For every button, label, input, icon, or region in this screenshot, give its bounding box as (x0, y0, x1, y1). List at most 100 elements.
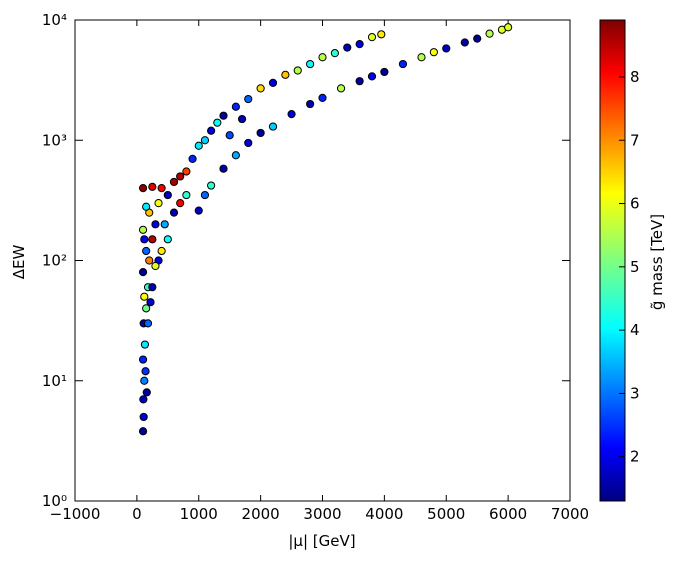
point (142, 304, 151, 313)
point (207, 181, 216, 190)
point (336, 84, 346, 93)
point (237, 114, 247, 124)
x-tick-label: 7000 (551, 505, 589, 523)
point (244, 94, 253, 104)
colorbar-tick-label: 8 (630, 68, 640, 86)
point (140, 292, 149, 301)
point (442, 44, 451, 53)
colorbar (599, 19, 626, 502)
point (367, 33, 377, 42)
point (398, 59, 408, 69)
point (160, 220, 169, 229)
y-tick-label: 10² (42, 252, 67, 270)
x-tick-label: 3000 (303, 505, 341, 523)
point (200, 190, 210, 200)
point (138, 268, 148, 277)
point (367, 72, 377, 81)
point (163, 190, 172, 200)
point (287, 109, 296, 119)
y-tick-label: 10¹ (42, 372, 67, 390)
point (145, 256, 154, 265)
point (355, 77, 364, 86)
point (142, 202, 151, 211)
point (219, 164, 228, 173)
colorbar-tick-label: 6 (630, 195, 640, 213)
y-axis-label: ΔEW (10, 245, 28, 280)
point (225, 131, 234, 140)
point (256, 128, 265, 138)
x-axis-label: |μ| [GeV] (288, 532, 355, 550)
point (163, 235, 172, 244)
x-tick-label: 0 (132, 505, 142, 523)
point (138, 225, 148, 234)
point (176, 199, 185, 208)
x-tick-label: −1000 (50, 505, 101, 523)
point (176, 172, 185, 181)
point (157, 184, 166, 193)
point (281, 70, 290, 79)
y-tick-label: 10³ (42, 131, 67, 149)
point (139, 412, 148, 422)
x-tick-label: 1000 (180, 505, 218, 523)
point (141, 367, 150, 376)
point (306, 99, 315, 109)
point (293, 66, 302, 75)
point (188, 154, 197, 163)
y-tick-label: 10⁰ (42, 492, 67, 510)
point (417, 53, 426, 62)
point (377, 30, 386, 39)
point (200, 136, 210, 145)
point (151, 220, 160, 229)
point (138, 427, 148, 436)
colorbar-tick-label: 2 (630, 448, 640, 466)
point (268, 122, 278, 131)
point (148, 235, 157, 244)
point (473, 34, 482, 43)
point (142, 388, 151, 397)
point (460, 38, 469, 47)
point (138, 355, 148, 364)
point (142, 246, 151, 256)
point (219, 111, 228, 120)
x-tick-label: 4000 (365, 505, 403, 523)
point (139, 395, 148, 404)
point (182, 167, 191, 176)
point (231, 102, 240, 111)
point (244, 138, 253, 148)
x-tick-label: 6000 (489, 505, 527, 523)
point (169, 208, 179, 217)
colorbar-tick-label: 3 (630, 384, 640, 402)
point (380, 67, 389, 77)
point (148, 283, 157, 292)
colorbar-tick-label: 4 (630, 321, 640, 339)
point (148, 182, 157, 191)
point (343, 43, 352, 52)
point (151, 261, 160, 271)
point (504, 23, 513, 32)
x-tick-label: 2000 (242, 505, 280, 523)
point (140, 376, 149, 385)
point (256, 84, 265, 93)
point (429, 48, 438, 57)
point (207, 126, 216, 135)
point (140, 340, 150, 349)
point (194, 141, 203, 150)
point (268, 78, 278, 87)
point (194, 206, 203, 215)
point (157, 246, 166, 256)
point (138, 184, 148, 193)
y-tick-label: 10⁴ (42, 11, 67, 29)
colorbar-tick-label: 5 (630, 258, 640, 276)
point (143, 319, 153, 328)
point (169, 177, 179, 187)
point (146, 298, 155, 307)
colorbar-tick-label: 7 (630, 131, 640, 149)
point (213, 118, 222, 127)
point (485, 29, 494, 38)
point (140, 235, 149, 244)
point (182, 190, 191, 200)
colorbar-label: g̃ mass [TeV] (648, 214, 666, 310)
point (318, 93, 327, 103)
point (330, 49, 339, 58)
x-tick-label: 5000 (427, 505, 465, 523)
